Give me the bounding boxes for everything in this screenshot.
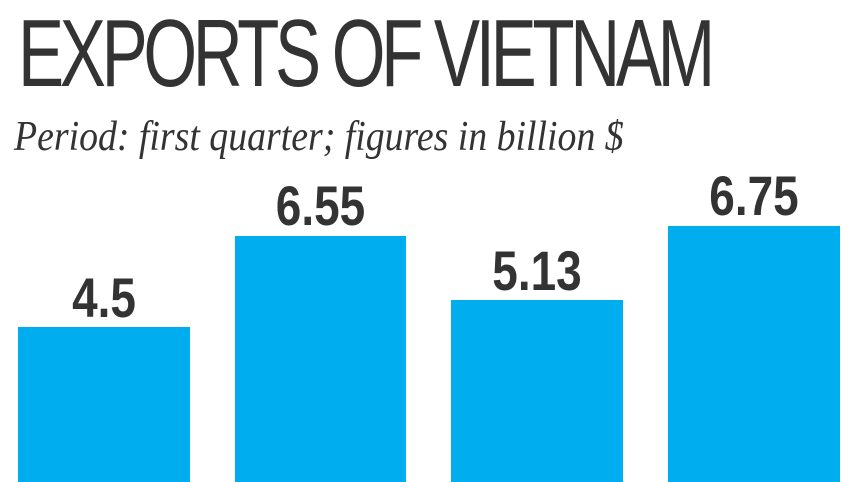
bar-4 — [668, 226, 840, 482]
chart-title: EXPORTS OF VIETNAM — [18, 0, 715, 107]
bar-1-value-label: 4.5 — [72, 266, 136, 329]
chart-subtitle: Period: first quarter; figures in billio… — [14, 114, 624, 160]
bar-3 — [451, 300, 623, 482]
bar-4-value-label: 6.75 — [709, 164, 799, 227]
bar-2 — [235, 236, 406, 482]
bar-3-value-label: 5.13 — [492, 239, 582, 302]
bar-1 — [18, 327, 190, 482]
bar-2-value-label: 6.55 — [275, 174, 366, 237]
